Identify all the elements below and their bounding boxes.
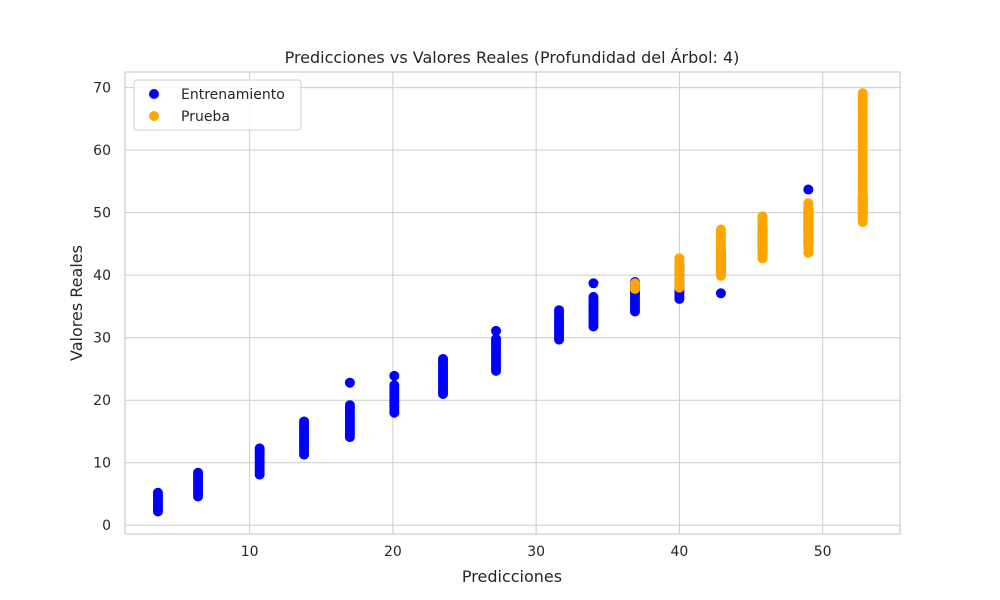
legend-label-entrenamiento: Entrenamiento	[181, 87, 285, 103]
y-tick-label: 20	[93, 393, 111, 409]
x-tick-label: 30	[527, 544, 545, 560]
data-point	[588, 278, 599, 289]
series-prueba	[629, 88, 868, 294]
legend: Entrenamiento Prueba	[133, 79, 302, 131]
plot-area	[125, 72, 900, 534]
y-tick-label: 0	[102, 518, 111, 534]
data-point	[254, 443, 265, 454]
data-point	[715, 288, 726, 299]
data-points	[152, 88, 868, 517]
x-tick-labels: 10 20 30 40 50	[241, 544, 832, 560]
data-point	[629, 278, 640, 289]
legend-marker-prueba	[149, 111, 159, 121]
data-point	[438, 353, 449, 364]
grid	[125, 72, 900, 534]
x-tick-label: 50	[814, 544, 832, 560]
data-point	[389, 380, 400, 391]
data-point	[344, 400, 355, 411]
legend-marker-entrenamiento	[149, 89, 159, 99]
y-tick-label: 50	[93, 206, 111, 222]
legend-label-prueba: Prueba	[181, 109, 230, 125]
y-tick-label: 10	[93, 456, 111, 472]
x-tick-label: 20	[384, 544, 402, 560]
x-tick-label: 10	[241, 544, 259, 560]
data-point	[193, 467, 204, 478]
y-tick-label: 40	[93, 268, 111, 284]
chart-title: Predicciones vs Valores Reales (Profundi…	[285, 48, 740, 67]
data-point	[344, 377, 355, 388]
y-tick-label: 60	[93, 143, 111, 159]
data-point	[152, 487, 163, 498]
data-point	[803, 198, 814, 209]
data-point	[588, 292, 599, 303]
y-tick-labels: 0 10 20 30 40 50 60 70	[93, 81, 111, 535]
legend-box	[133, 79, 302, 131]
data-point	[857, 88, 868, 99]
data-point	[674, 253, 685, 264]
x-axis-label: Predicciones	[462, 567, 562, 586]
data-point	[389, 370, 400, 381]
data-point	[554, 305, 565, 316]
y-axis-label: Valores Reales	[67, 245, 86, 361]
y-tick-label: 30	[93, 331, 111, 347]
data-point	[715, 224, 726, 235]
y-tick-label: 70	[93, 81, 111, 97]
data-point	[757, 211, 768, 222]
plot-frame	[124, 71, 901, 535]
x-tick-label: 40	[670, 544, 688, 560]
data-point	[803, 184, 814, 195]
data-point	[299, 416, 310, 427]
data-point	[491, 333, 502, 344]
data-point	[491, 325, 502, 336]
